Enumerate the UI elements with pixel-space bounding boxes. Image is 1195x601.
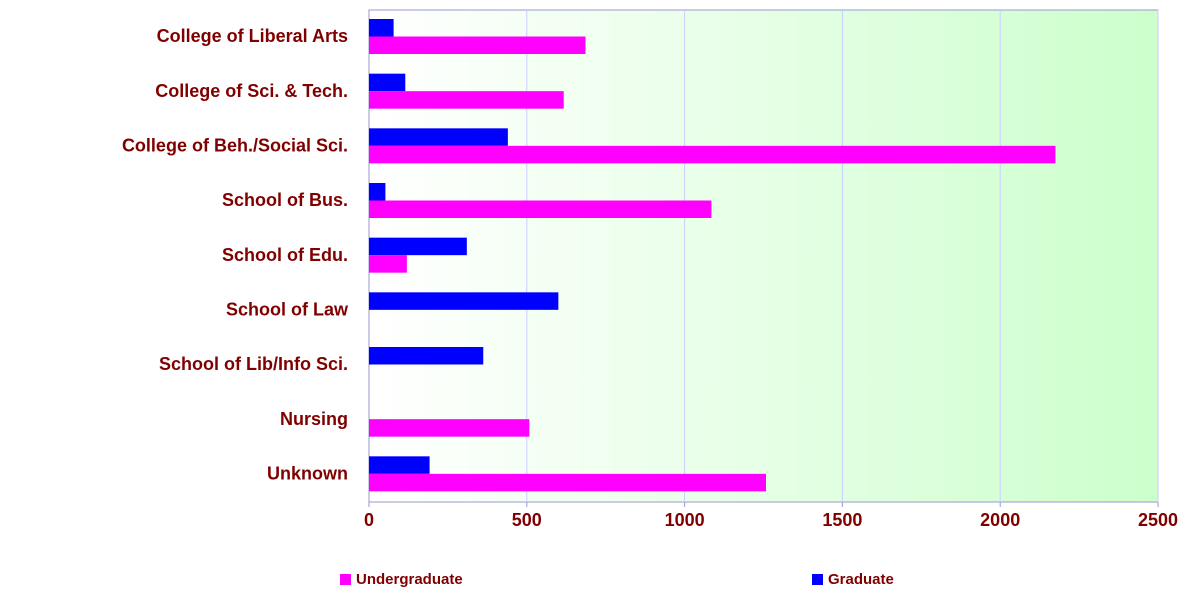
y-tick-label: Nursing xyxy=(280,409,348,429)
bar xyxy=(369,19,394,37)
y-tick-label: School of Law xyxy=(226,299,349,319)
x-tick-label: 1000 xyxy=(665,510,705,530)
x-tick-label: 1500 xyxy=(822,510,862,530)
bar xyxy=(369,473,767,492)
y-tick-label: College of Liberal Arts xyxy=(157,26,348,46)
legend-label: Undergraduate xyxy=(356,571,463,588)
x-tick-label: 2000 xyxy=(980,510,1020,530)
x-tick-label: 2500 xyxy=(1138,510,1178,530)
bar xyxy=(369,347,484,365)
bar xyxy=(369,91,564,109)
bar xyxy=(369,145,1056,164)
x-tick-label: 500 xyxy=(512,510,542,530)
bar xyxy=(369,73,406,92)
y-tick-label: Unknown xyxy=(267,463,348,483)
y-tick-label: School of Bus. xyxy=(222,190,348,210)
bar xyxy=(369,456,430,474)
legend-swatch xyxy=(812,574,823,585)
y-tick-label: College of Sci. & Tech. xyxy=(155,81,348,101)
bar xyxy=(369,200,712,218)
y-tick-label: College of Beh./Social Sci. xyxy=(122,135,348,155)
bar xyxy=(369,237,467,256)
bar xyxy=(369,255,407,273)
legend-swatch xyxy=(340,574,351,585)
y-tick-label: School of Edu. xyxy=(222,245,348,265)
bar xyxy=(369,128,508,146)
legend-label: Graduate xyxy=(828,571,894,588)
bar xyxy=(369,419,530,437)
x-tick-label: 0 xyxy=(364,510,374,530)
bar xyxy=(369,183,386,201)
y-tick-label: School of Lib/Info Sci. xyxy=(159,354,348,374)
bar xyxy=(369,36,586,54)
bar xyxy=(369,292,559,310)
